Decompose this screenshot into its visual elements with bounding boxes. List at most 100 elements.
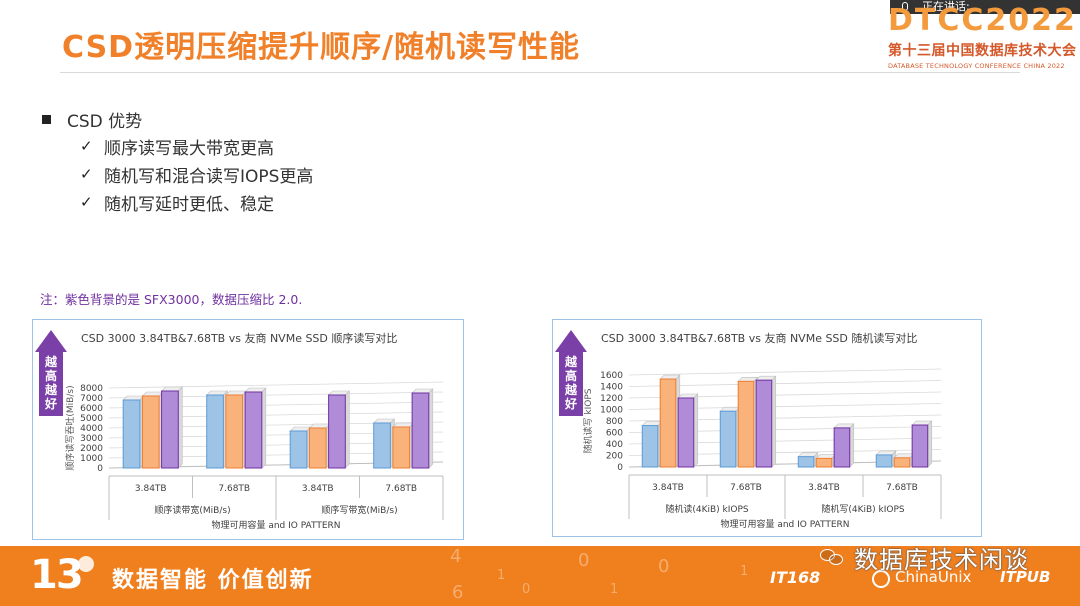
y-axis-label: 顺序读写吞吐(MiB/s) [64,385,76,470]
y-tick-label: 2000 [80,444,103,454]
x-axis-label: 物理可用容量 and IO PATTERN [211,519,340,531]
x-axis-label: 物理可用容量 and IO PATTERN [720,518,849,530]
bar-side-face [693,393,699,468]
chart-title: CSD 3000 3.84TB&7.68TB vs 友商 NVMe SSD 随机… [601,331,917,345]
title-divider [60,72,1020,73]
bar [225,394,244,469]
bar [206,394,224,469]
bar [737,380,755,468]
x-tick-label: 3.84TB [808,483,840,493]
bar [833,427,851,468]
conference-logo: DTCC2022 第十三届中国数据库技术大会 DATABASE TECHNOLO… [888,6,1077,70]
y-tick-label: 4000 [80,424,103,434]
bar [677,397,695,468]
bullet-item-label: 顺序读写最大带宽更高 [104,138,274,159]
square-bullet-icon [42,114,51,124]
y-tick-label: 1400 [600,383,623,393]
gridline [628,368,942,376]
bar-side-face [345,390,350,469]
bullet-main: CSD 优势 [42,106,313,132]
checkmark-icon: ✓ [80,137,93,155]
bar-side-face [178,386,183,469]
anniversary-badge: 13 [30,552,84,598]
logo-chinese-name: 第十三届中国数据库技术大会 [888,43,1077,59]
bar-side-face [261,387,267,469]
badge-dot-icon [78,556,94,572]
y-tick-label: 1600 [600,371,623,381]
bar [244,391,263,469]
deco-digit: 0 [658,556,670,577]
arrow-label-char: 高 [565,368,577,383]
y-tick-label: 0 [617,463,623,473]
bar [308,427,327,469]
better-higher-arrow-icon [35,330,67,416]
bar [797,456,815,468]
bullet-main-label: CSD 优势 [67,111,143,132]
advantage-list: CSD 优势 ✓ 顺序读写最大带宽更高 ✓ 随机写和混合读写IOPS更高 ✓ 随… [42,106,313,216]
bar [875,454,893,468]
x-tick-label: 3.84TB [652,483,684,493]
y-tick-label: 0 [97,464,103,474]
x-group-label: 顺序读带宽(MiB/s) [154,504,230,516]
bar [893,457,911,468]
x-group-label: 随机读(4KiB) kIOPS [665,503,749,515]
y-tick-label: 200 [606,452,623,462]
x-tick-label: 7.68TB [886,483,918,493]
y-tick-label: 1000 [600,406,623,416]
x-group-label: 顺序写带宽(MiB/s) [321,504,397,516]
x-group-label: 随机写(4KiB) kIOPS [821,503,905,515]
bullet-item: ✓ 顺序读写最大带宽更高 [80,132,313,160]
bar [161,390,179,469]
logo-year: DTCC2022 [888,6,1074,34]
bullet-item: ✓ 随机写和混合读写IOPS更高 [80,160,313,188]
sequential-rw-chart: CSD 3000 3.84TB&7.68TB vs 友商 NVMe SSD 顺序… [32,319,464,540]
y-axis-label: 随机读写 kIOPS [582,388,594,453]
speaking-label: 正在讲话: [922,0,970,13]
wechat-icon [820,548,844,567]
footer-slogan: 数据智能 价值创新 [112,568,314,593]
deco-digit: 6 [452,582,464,603]
y-tick-label: 400 [606,440,623,450]
arrow-label-char: 好 [564,396,577,411]
deco-digit: 1 [740,564,749,579]
slide-title: CSD透明压缩提升顺序/随机读写性能 [62,30,581,65]
deco-digit: 1 [610,582,619,597]
y-tick-label: 8000 [80,384,103,394]
bar [411,392,430,469]
bullet-item: ✓ 随机写延时更低、稳定 [80,188,313,216]
bar [659,378,677,468]
arrow-label-char: 好 [44,396,57,411]
y-tick-label: 1200 [600,394,623,404]
y-tick-label: 6000 [80,404,103,414]
arrow-label-char: 越 [44,354,58,369]
microphone-icon [902,2,908,11]
sponsor-itpub-logo: ITPUB [1000,568,1051,586]
sequential-rw-chart-svg: CSD 3000 3.84TB&7.68TB vs 友商 NVMe SSD 顺序… [35,330,444,531]
bar-side-face [849,423,855,468]
y-tick-label: 1000 [80,454,103,464]
bar [373,422,391,469]
bar [289,430,308,469]
chart-note: 注：紫色背景的是 SFX3000，数据压缩比 2.0. [40,292,303,307]
chinaunix-circle-icon [872,570,890,588]
bar [911,424,929,468]
sponsor-it168-logo: IT168 [770,568,821,587]
checkmark-icon: ✓ [80,193,93,211]
x-tick-label: 3.84TB [135,484,167,494]
arrow-label-char: 越 [564,354,578,369]
gridline [108,381,444,389]
x-tick-label: 7.68TB [730,483,762,493]
deco-digit: 4 [450,546,462,567]
y-tick-label: 3000 [80,434,103,444]
x-tick-label: 7.68TB [385,484,417,494]
y-tick-label: 800 [606,417,623,427]
arrow-label-char: 高 [45,368,57,383]
bar-side-face [428,388,434,469]
chart-title: CSD 3000 3.84TB&7.68TB vs 友商 NVMe SSD 顺序… [81,331,397,345]
x-tick-label: 7.68TB [218,484,250,494]
gridline [628,380,942,387]
deco-digit: 0 [578,550,590,571]
footer-banner: 13 数据智能 价值创新 4 0 1 0 1 0 6 1 IT168 China… [0,546,1080,606]
y-tick-label: 7000 [80,394,103,404]
y-tick-label: 5000 [80,414,103,424]
